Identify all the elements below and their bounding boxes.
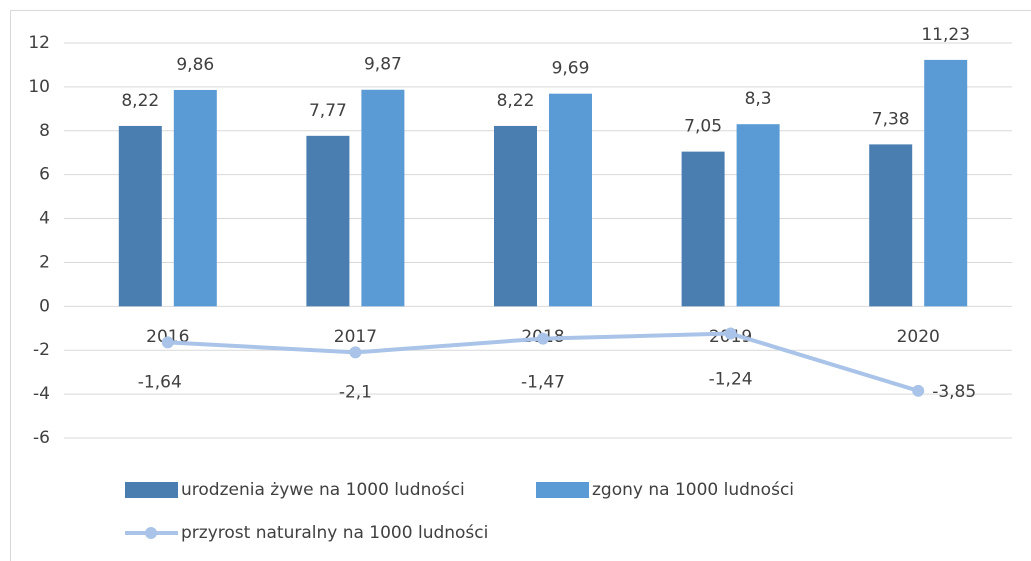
- legend-label: przyrost naturalny na 1000 ludności: [181, 523, 488, 543]
- bar-value-label: 9,69: [552, 59, 590, 79]
- line-marker: [912, 384, 925, 397]
- bar-value-label: 8,22: [497, 91, 535, 111]
- bar-value-label: 9,87: [364, 55, 402, 75]
- legend-swatch: [536, 482, 589, 498]
- line-marker: [349, 346, 362, 359]
- bar: [118, 125, 162, 307]
- y-tick-label: -4: [33, 384, 50, 404]
- bar-value-label: 7,38: [872, 109, 910, 129]
- bar: [681, 151, 725, 307]
- bar-value-label: 7,77: [309, 101, 347, 121]
- bar-value-label: 11,23: [921, 25, 970, 45]
- bar: [869, 144, 913, 307]
- line-marker: [537, 332, 549, 345]
- bar: [924, 59, 968, 307]
- y-tick-label: 4: [39, 209, 50, 229]
- line-marker: [161, 336, 174, 349]
- y-tick-label: 8: [39, 121, 50, 141]
- y-tick-label: 12: [28, 33, 50, 53]
- legend-label: zgony na 1000 ludności: [592, 480, 794, 500]
- legend-swatch: [125, 482, 178, 498]
- y-tick-label: -6: [33, 428, 50, 448]
- x-tick-label: 2020: [897, 327, 940, 347]
- line-value-label: -3,85: [932, 382, 976, 402]
- legend-label: urodzenia żywe na 1000 ludności: [181, 480, 465, 500]
- y-tick-label: 2: [39, 252, 50, 272]
- bar: [306, 135, 350, 307]
- bar: [736, 124, 780, 307]
- bar-value-label: 8,3: [745, 89, 772, 109]
- y-tick-label: -2: [33, 340, 50, 360]
- bar-value-label: 8,22: [121, 91, 159, 111]
- line-value-label: -2,1: [339, 382, 372, 402]
- line-value-label: -1,64: [138, 372, 182, 392]
- x-tick-label: 2017: [334, 327, 377, 347]
- legend-swatch: [145, 527, 157, 539]
- y-tick-label: 0: [39, 296, 50, 316]
- bar-value-label: 9,86: [176, 55, 214, 75]
- bar: [361, 89, 405, 307]
- bar-value-label: 7,05: [684, 117, 722, 137]
- y-tick-label: 10: [28, 77, 50, 97]
- bar: [173, 89, 217, 307]
- bar: [549, 93, 592, 307]
- line-marker: [724, 327, 737, 340]
- line-value-label: -1,47: [521, 373, 565, 393]
- line-value-label: -1,24: [709, 370, 753, 390]
- y-tick-label: 6: [39, 165, 50, 185]
- bar: [494, 125, 537, 307]
